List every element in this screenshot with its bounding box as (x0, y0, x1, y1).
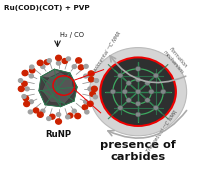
Circle shape (22, 81, 27, 86)
Circle shape (22, 70, 28, 76)
Circle shape (23, 96, 28, 101)
Circle shape (50, 114, 55, 119)
Circle shape (84, 64, 88, 68)
Circle shape (41, 109, 45, 113)
Circle shape (22, 94, 26, 98)
Circle shape (18, 86, 24, 91)
Text: Theoretical ¹³C NMR: Theoretical ¹³C NMR (146, 109, 179, 153)
Circle shape (33, 108, 39, 113)
Text: RuNP: RuNP (46, 130, 72, 139)
Circle shape (92, 86, 97, 91)
Circle shape (41, 65, 45, 68)
Circle shape (37, 112, 43, 117)
Circle shape (24, 101, 30, 107)
Circle shape (145, 81, 150, 86)
Circle shape (56, 119, 61, 124)
Circle shape (135, 89, 141, 94)
Circle shape (88, 71, 94, 76)
Polygon shape (39, 69, 77, 107)
Circle shape (78, 65, 84, 70)
Circle shape (118, 73, 123, 78)
Circle shape (67, 113, 73, 118)
Circle shape (75, 113, 81, 119)
Circle shape (94, 79, 99, 82)
Circle shape (19, 79, 23, 82)
Circle shape (153, 105, 158, 110)
Circle shape (99, 56, 177, 127)
Polygon shape (41, 69, 61, 78)
Circle shape (56, 55, 61, 60)
Circle shape (89, 48, 187, 136)
Circle shape (126, 98, 131, 103)
Circle shape (135, 112, 141, 117)
Text: H₂ / CO: H₂ / CO (59, 32, 84, 38)
Circle shape (29, 100, 33, 104)
Circle shape (149, 89, 154, 94)
Circle shape (85, 110, 89, 114)
Circle shape (102, 58, 175, 125)
Circle shape (87, 101, 93, 106)
Circle shape (161, 89, 166, 94)
Circle shape (62, 59, 67, 64)
Circle shape (44, 60, 50, 65)
Circle shape (110, 89, 116, 94)
Circle shape (47, 59, 51, 63)
Circle shape (66, 57, 71, 61)
Circle shape (66, 115, 70, 119)
Circle shape (72, 109, 76, 113)
Circle shape (126, 81, 131, 86)
Circle shape (93, 95, 97, 99)
Text: Ru(COD)(COT) + PVP: Ru(COD)(COT) + PVP (4, 5, 89, 11)
Circle shape (84, 100, 88, 104)
Circle shape (72, 65, 76, 68)
Circle shape (57, 113, 61, 116)
Circle shape (118, 105, 123, 110)
Circle shape (82, 105, 88, 110)
Circle shape (57, 61, 61, 65)
Circle shape (37, 60, 43, 65)
Text: Formation
mechanism: Formation mechanism (162, 45, 189, 74)
Circle shape (135, 66, 141, 71)
Circle shape (29, 74, 33, 78)
Circle shape (88, 87, 92, 91)
Text: Experimental ¹³C NMR: Experimental ¹³C NMR (88, 31, 122, 80)
Circle shape (135, 101, 141, 106)
Circle shape (47, 117, 51, 120)
Circle shape (28, 110, 32, 114)
Circle shape (90, 91, 95, 96)
Circle shape (88, 77, 94, 82)
Circle shape (135, 77, 141, 82)
Circle shape (30, 65, 34, 69)
Polygon shape (42, 72, 74, 104)
Circle shape (30, 68, 35, 73)
Circle shape (76, 58, 82, 63)
Circle shape (84, 74, 88, 78)
Circle shape (122, 89, 128, 94)
Circle shape (145, 98, 150, 103)
Circle shape (25, 87, 29, 91)
Circle shape (153, 73, 158, 78)
Text: presence of
carbides: presence of carbides (100, 139, 176, 162)
